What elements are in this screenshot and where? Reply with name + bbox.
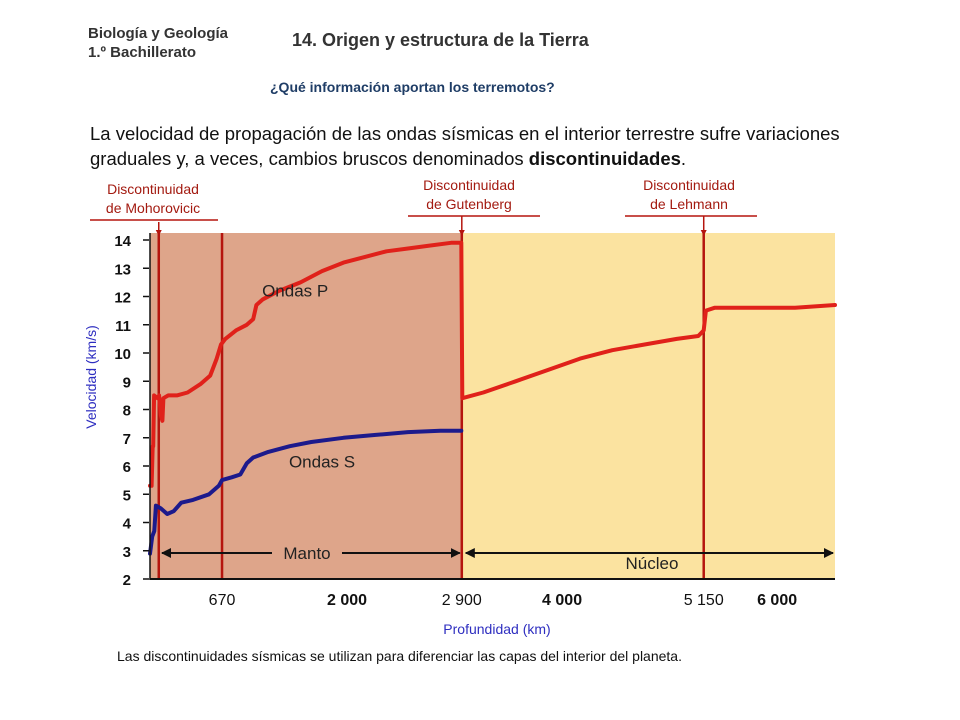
- x-tick-label: 2 900: [442, 592, 482, 609]
- gutenberg-label-line2: de Gutenberg: [426, 196, 512, 212]
- y-tick-label: 10: [114, 346, 131, 363]
- y-tick-label: 3: [123, 544, 131, 561]
- x-tick-label: 4 000: [542, 592, 582, 609]
- lehmann-pointer-arrowhead: [700, 230, 707, 236]
- mantle-label-bg: [272, 545, 342, 565]
- y-tick-label: 2: [123, 572, 131, 589]
- lehmann-label-line1: Discontinuidad: [643, 177, 735, 193]
- section-question: ¿Qué información aportan los terremotos?: [270, 79, 555, 95]
- moho-label-line2: de Mohorovicic: [105, 200, 201, 216]
- y-tick-label: 11: [115, 318, 131, 335]
- mantle-range-label: Manto: [283, 544, 330, 563]
- y-tick-label: 9: [123, 374, 131, 391]
- gutenberg-label: Discontinuidad de Gutenberg: [394, 176, 544, 214]
- x-tick-label: 5 150: [684, 592, 724, 609]
- moho-pointer-arrowhead: [155, 230, 162, 236]
- subject-line-1: Biología y Geología: [88, 25, 229, 42]
- mantle-region: [150, 233, 462, 579]
- x-tick-label: 6 000: [757, 592, 797, 609]
- lehmann-label: Discontinuidad de Lehmann: [614, 176, 764, 214]
- intro-text: La velocidad de propagación de las ondas…: [90, 123, 840, 169]
- subject-heading: Biología y Geología 1.º Bachillerato: [88, 24, 228, 62]
- y-tick-label: 12: [114, 290, 131, 307]
- gutenberg-label-line1: Discontinuidad: [423, 177, 515, 193]
- subject-line-2: 1.º Bachillerato: [88, 44, 197, 61]
- intro-bold-term: discontinuidades: [528, 148, 681, 169]
- y-tick-label: 14: [114, 233, 131, 250]
- gutenberg-pointer-arrowhead: [458, 230, 465, 236]
- core-region: [461, 233, 835, 579]
- x-tick-label: 2 000: [327, 592, 367, 609]
- lehmann-label-line2: de Lehmann: [650, 196, 728, 212]
- core-range-label: Núcleo: [626, 554, 679, 573]
- y-tick-label: 7: [123, 431, 131, 448]
- s-wave-label: Ondas S: [289, 452, 355, 471]
- y-tick-label: 13: [114, 261, 131, 278]
- moho-label: Discontinuidad de Mohorovicic: [78, 180, 228, 218]
- s-wave-line: [148, 428, 464, 556]
- footer-note: Las discontinuidades sísmicas se utiliza…: [117, 648, 682, 664]
- y-axis-title: Velocidad (km/s): [83, 325, 99, 428]
- p-wave-label: Ondas P: [262, 282, 328, 301]
- x-axis-title: Profundidad (km): [443, 621, 550, 637]
- p-wave-line: [148, 240, 837, 488]
- y-tick-label: 4: [123, 516, 132, 533]
- intro-paragraph: La velocidad de propagación de las ondas…: [90, 121, 910, 171]
- page-title: 14. Origen y estructura de la Tierra: [292, 30, 589, 50]
- y-tick-label: 8: [123, 403, 131, 420]
- x-tick-label: 670: [209, 592, 236, 609]
- moho-label-line1: Discontinuidad: [107, 181, 199, 197]
- y-tick-label: 6: [123, 459, 131, 476]
- y-tick-label: 5: [123, 487, 131, 504]
- intro-end: .: [680, 148, 687, 169]
